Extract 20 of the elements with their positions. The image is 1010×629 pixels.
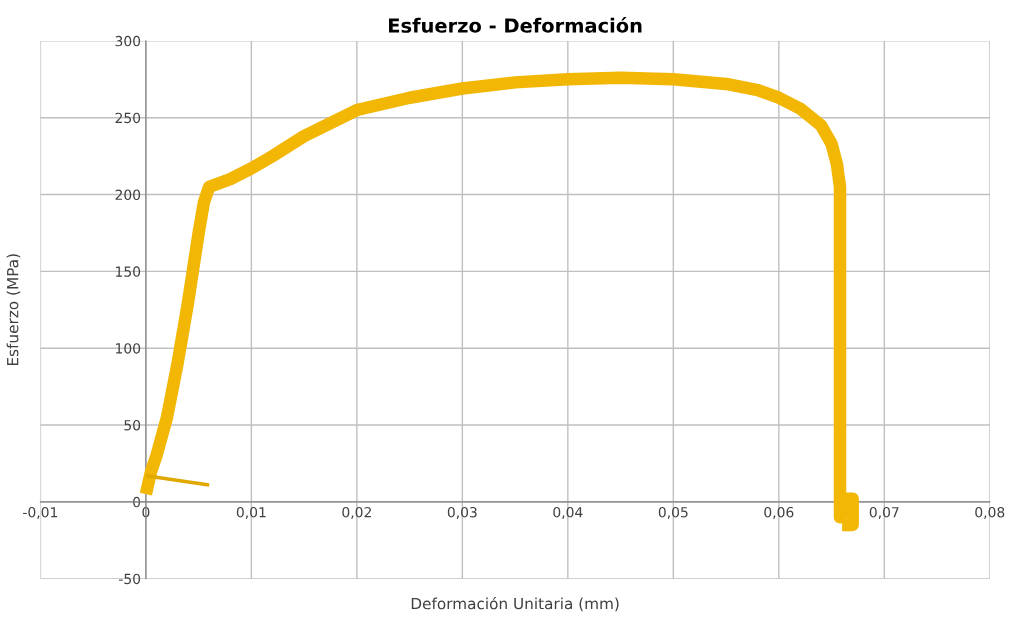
x-tick-label: 0 [142,506,150,518]
x-tick-label: 0,01 [236,506,266,519]
y-tick-label: 50 [124,419,141,431]
x-axis-title: Deformación Unitaria (mm) [411,596,619,612]
x-tick-label: 0,05 [658,506,688,519]
y-tick-label: 300 [115,35,141,47]
y-axis-title: Esfuerzo (MPa) [6,254,21,366]
y-tick-label: -50 [119,573,141,585]
x-tick-label: 0,06 [764,506,794,519]
x-tick-label: 0,02 [342,506,371,519]
y-tick-label: 200 [115,189,141,201]
x-tick-label: 0,07 [869,506,899,519]
y-tick-label: 250 [115,112,141,124]
y-tick-label: 150 [116,266,141,277]
chart-title: Esfuerzo - Deformación [389,17,642,33]
x-tick-label: 0,04 [553,506,583,519]
y-tick-label: 100 [116,343,141,354]
x-tick-label: 0,08 [975,506,1005,519]
x-tick-label: -0,01 [23,506,58,519]
x-tick-label: 0,03 [447,506,477,519]
